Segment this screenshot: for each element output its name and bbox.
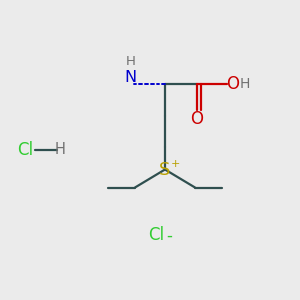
Text: Cl: Cl bbox=[148, 226, 164, 244]
Text: Cl: Cl bbox=[17, 141, 34, 159]
Text: H: H bbox=[126, 55, 135, 68]
Text: O: O bbox=[190, 110, 203, 128]
Text: +: + bbox=[171, 159, 180, 170]
Text: -: - bbox=[167, 226, 172, 244]
Text: S: S bbox=[159, 161, 171, 179]
Text: H: H bbox=[239, 77, 250, 91]
Text: O: O bbox=[226, 75, 239, 93]
Text: N: N bbox=[124, 70, 136, 86]
Text: H: H bbox=[55, 142, 65, 158]
